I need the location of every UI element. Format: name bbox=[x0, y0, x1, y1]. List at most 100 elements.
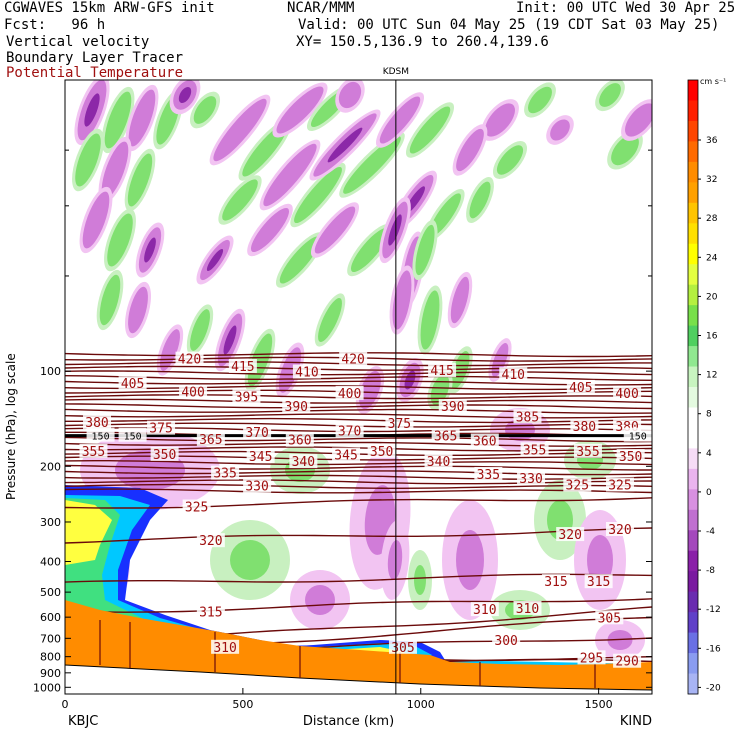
cross-section-endpoints: XY= 150.5,136.9 to 260.4,139.6 bbox=[296, 34, 549, 50]
theta-label-bg bbox=[570, 418, 599, 433]
theta-label: 300 bbox=[494, 634, 517, 649]
down-region-core bbox=[587, 535, 613, 585]
up-band-mid bbox=[99, 274, 121, 326]
field-boundary-layer-tracer: Boundary Layer Tracer bbox=[6, 50, 184, 66]
up-band-mid bbox=[420, 290, 440, 350]
title-left: CGWAVES 15km ARW-GFS init bbox=[4, 0, 215, 16]
colorbar-swatch bbox=[688, 489, 698, 511]
up-band-core bbox=[604, 88, 616, 102]
down-band-mid bbox=[338, 81, 362, 109]
colorbar-label: 4 bbox=[706, 449, 712, 459]
up-region-core bbox=[230, 540, 270, 580]
theta-label-bg bbox=[605, 477, 634, 492]
down-band-mid bbox=[625, 103, 652, 137]
colorbar-swatch bbox=[688, 80, 698, 101]
plot-frame bbox=[64, 79, 653, 695]
colorbar-label: 12 bbox=[706, 371, 717, 381]
field-potential-temperature: Potential Temperature bbox=[6, 65, 184, 81]
terrain-orange bbox=[65, 600, 652, 694]
up-band-mid bbox=[343, 136, 401, 194]
theta-label: 340 bbox=[292, 455, 315, 470]
theta-label: 310 bbox=[213, 641, 236, 656]
theta-label-bg bbox=[196, 604, 225, 619]
down-band-mid bbox=[276, 86, 324, 134]
down-band-core bbox=[206, 249, 224, 271]
colorbar-label: 16 bbox=[706, 332, 718, 342]
x-tick-label: 1500 bbox=[585, 698, 613, 711]
theta-label: 310 bbox=[516, 602, 539, 617]
theta-label-bg bbox=[424, 454, 453, 469]
theta-contour-low bbox=[65, 527, 652, 544]
theta-label-bg bbox=[428, 363, 457, 378]
up-band-mid bbox=[409, 106, 451, 154]
theta-label: 150 bbox=[92, 432, 110, 443]
theta-label: 405 bbox=[569, 381, 592, 396]
down-band-mid bbox=[128, 89, 156, 147]
theta-label: 355 bbox=[82, 445, 105, 460]
colorbar-swatch bbox=[688, 366, 698, 388]
theta-label: 415 bbox=[231, 360, 254, 375]
theta-label-bg bbox=[520, 442, 549, 457]
endpoint-right-label: KIND bbox=[620, 714, 652, 729]
colorbar-label: 24 bbox=[706, 253, 718, 263]
colorbar-swatch bbox=[688, 305, 698, 327]
up-band-mid bbox=[75, 133, 101, 187]
y-tick-label: 900 bbox=[40, 667, 61, 680]
theta-contour bbox=[65, 488, 652, 494]
y-tick-label: 600 bbox=[40, 611, 61, 624]
up-band-mid bbox=[193, 96, 217, 124]
theta-label-bg bbox=[385, 416, 414, 431]
terrain bbox=[65, 600, 652, 694]
theta-contour bbox=[65, 403, 652, 410]
theta-label: 375 bbox=[388, 417, 411, 432]
up-band-core bbox=[323, 307, 337, 333]
title-center: NCAR/MMM bbox=[287, 0, 355, 16]
theta-label-bg bbox=[282, 399, 311, 414]
valid-time: Valid: 00 UTC Sun 04 May 25 (19 CDT Sat … bbox=[298, 17, 720, 33]
up-band-core bbox=[133, 165, 147, 195]
up-band-mid bbox=[104, 91, 132, 149]
x-tick-label: 500 bbox=[232, 698, 253, 711]
y-tick-label: 300 bbox=[40, 516, 61, 529]
colorbar-swatch bbox=[688, 530, 698, 552]
theta-label-bg bbox=[118, 376, 147, 391]
theta-contour bbox=[65, 479, 652, 485]
colorbar-swatch bbox=[688, 612, 698, 634]
theta-label: 320 bbox=[558, 528, 581, 543]
colorbar-swatch bbox=[688, 161, 698, 183]
theta-label-bg bbox=[335, 385, 364, 400]
y-tick-label: 700 bbox=[40, 632, 61, 645]
theta-label-bg bbox=[573, 443, 602, 458]
colorbar-swatch bbox=[688, 284, 698, 306]
theta-label: 345 bbox=[334, 449, 357, 464]
down-band-mid bbox=[160, 329, 180, 371]
theta-label: 325 bbox=[566, 478, 589, 493]
theta-label-bg bbox=[83, 415, 112, 430]
theta-label-bg bbox=[556, 527, 585, 542]
theta-label-bg bbox=[196, 431, 225, 446]
surface-line bbox=[65, 664, 652, 691]
theta-label-bg bbox=[470, 602, 499, 617]
colorbar-swatch bbox=[688, 387, 698, 408]
up-band-mid bbox=[222, 179, 258, 221]
theta-label-bg bbox=[595, 610, 624, 625]
theta-label: 395 bbox=[235, 390, 258, 405]
theta-label-bg bbox=[335, 423, 364, 438]
theta-contour bbox=[65, 464, 652, 471]
colorbar-swatch bbox=[688, 346, 698, 368]
theta-label-bg bbox=[211, 639, 240, 654]
y-tick-label: 800 bbox=[40, 651, 61, 664]
colorbar-units: cm s⁻¹ bbox=[700, 77, 726, 86]
theta-label: 305 bbox=[598, 611, 621, 626]
down-band-mid bbox=[101, 141, 129, 199]
down-band-core bbox=[327, 127, 363, 163]
up-band-core bbox=[252, 135, 278, 165]
theta-contour bbox=[65, 417, 652, 424]
theta-label: 405 bbox=[121, 377, 144, 392]
theta-label: 290 bbox=[615, 655, 638, 670]
theta-label-bg bbox=[517, 470, 546, 485]
theta-label: 415 bbox=[430, 364, 453, 379]
theta-label-bg bbox=[613, 653, 642, 668]
theta-label-bg bbox=[289, 454, 318, 469]
